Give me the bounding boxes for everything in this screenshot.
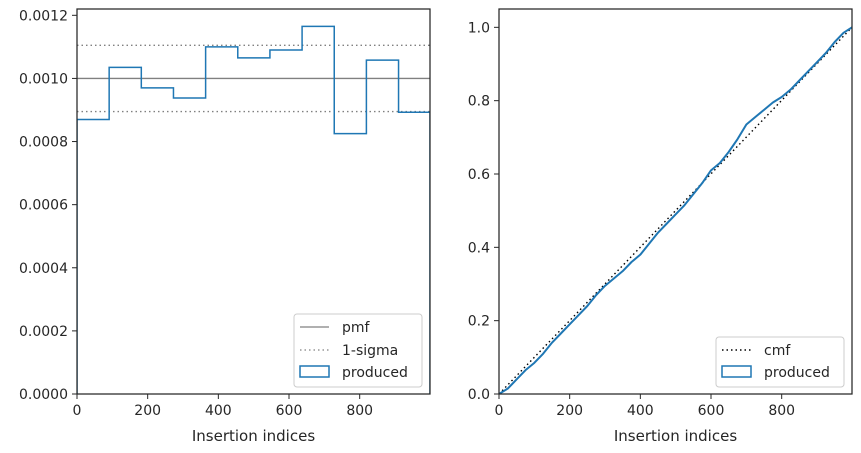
legend-produced-swatch — [299, 365, 330, 378]
x-tick-label: 600 — [276, 403, 303, 419]
legend-produced-label: produced — [342, 365, 408, 381]
y-tick-label: 0.8 — [468, 94, 490, 110]
legend-box — [715, 336, 845, 388]
y-tick-label: 0.6 — [468, 167, 490, 183]
chart-pmf-histogram: 0 200 400 600 800 0.0000 0.0002 0.0004 0.0006 0.0… — [19, 8, 431, 445]
legend: cmf produced — [715, 336, 845, 388]
y-tick-label: 0.0008 — [19, 135, 68, 151]
cmf-line — [499, 26, 852, 394]
x-tick-label: 0 — [73, 403, 82, 419]
x-tick-label: 200 — [556, 403, 583, 419]
x-tick-label: 200 — [134, 403, 161, 419]
plot-frame — [498, 8, 853, 395]
y-tick-label: 0.2 — [468, 314, 490, 330]
legend-box — [293, 313, 423, 388]
y-tick-label: 0.0002 — [19, 324, 68, 340]
x-axis-label: Insertion indices — [192, 427, 315, 445]
legend-produced-swatch — [721, 365, 752, 378]
produced-histogram-step — [77, 25, 430, 394]
legend: pmf 1-sigma produced — [293, 313, 423, 388]
y-tick-label: 1.0 — [468, 20, 490, 36]
y-tick-label: 0.0004 — [19, 261, 68, 277]
y-tick-label: 0.4 — [468, 240, 490, 256]
chart-cmf-line: 0 200 400 600 800 0.0 0.2 0.4 0.6 0.8 1.0 Insertion… — [468, 8, 853, 445]
produced-line — [499, 26, 852, 394]
x-tick-label: 800 — [346, 403, 373, 419]
y-tick-label: 0.0012 — [19, 8, 68, 24]
plot-area — [77, 25, 430, 394]
x-tick-label: 600 — [698, 403, 725, 419]
x-tick-label: 400 — [627, 403, 654, 419]
x-tick-label: 400 — [205, 403, 232, 419]
x-tick-label: 0 — [495, 403, 504, 419]
y-tick-label: 0.0006 — [19, 198, 68, 214]
y-tick-label: 0.0010 — [19, 71, 68, 87]
legend-sigma-label: 1-sigma — [342, 343, 398, 359]
legend-pmf-label: pmf — [342, 320, 371, 336]
x-tick-label: 800 — [768, 403, 795, 419]
y-tick-label: 0.0 — [468, 387, 490, 403]
legend-cmf-label: cmf — [764, 343, 791, 359]
plot-frame — [76, 8, 431, 395]
y-tick-label: 0.0000 — [19, 387, 68, 403]
x-axis-label: Insertion indices — [614, 427, 737, 445]
plot-area — [499, 26, 852, 394]
legend-produced-label: produced — [764, 365, 830, 381]
